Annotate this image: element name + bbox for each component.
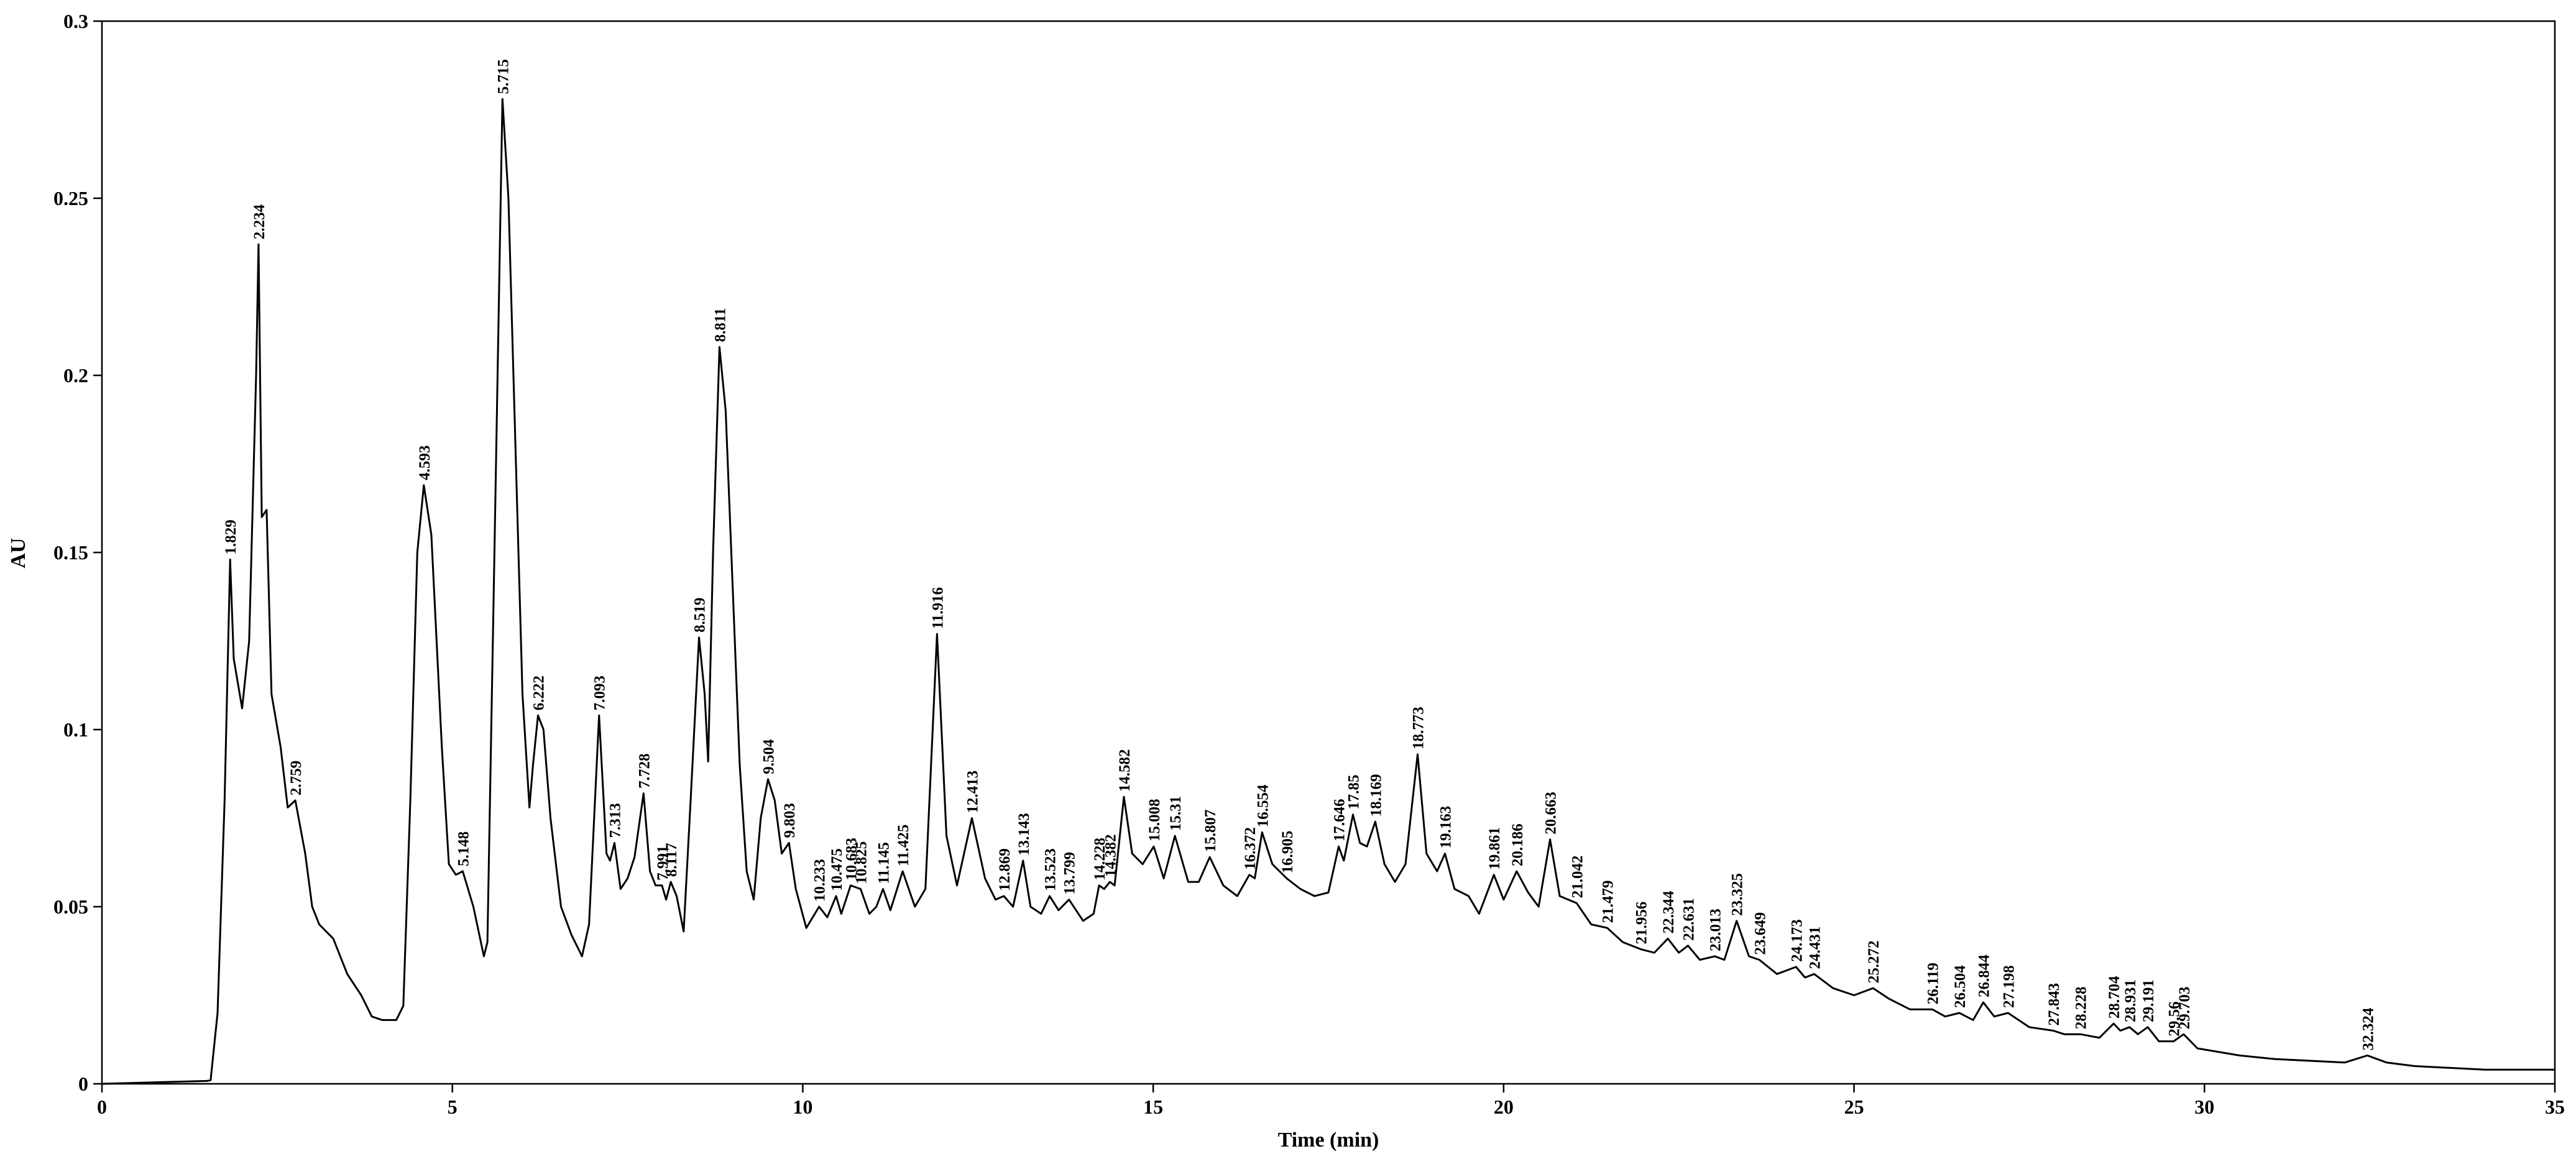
peak-label: 11.425 bbox=[895, 825, 912, 866]
peak-label: 27.843 bbox=[2046, 983, 2063, 1026]
peak-label: 29.703 bbox=[2176, 986, 2193, 1029]
x-tick-label: 25 bbox=[1844, 1096, 1864, 1118]
peak-label: 2.234 bbox=[251, 204, 268, 239]
peak-label: 16.905 bbox=[1279, 831, 1296, 874]
peak-label: 17.646 bbox=[1331, 799, 1348, 841]
peak-label: 9.803 bbox=[781, 803, 798, 838]
peak-label: 21.956 bbox=[1633, 902, 1650, 945]
peak-label: 7.728 bbox=[636, 753, 653, 788]
peak-label: 18.169 bbox=[1368, 774, 1384, 817]
peak-label: 10.825 bbox=[853, 841, 870, 884]
x-tick-label: 10 bbox=[793, 1096, 812, 1118]
peak-label: 12.869 bbox=[996, 848, 1013, 891]
peak-label: 1.829 bbox=[223, 520, 239, 554]
peak-label: 9.504 bbox=[761, 739, 778, 774]
peak-label: 16.554 bbox=[1254, 784, 1271, 827]
peak-label: 13.143 bbox=[1016, 813, 1033, 856]
peak-label: 18.773 bbox=[1410, 707, 1427, 749]
x-tick-label: 5 bbox=[448, 1096, 458, 1118]
peak-label: 24.173 bbox=[1788, 919, 1805, 962]
peak-label: 17.85 bbox=[1345, 775, 1362, 810]
peak-label: 26.844 bbox=[1976, 955, 1992, 997]
peak-label: 29.56 bbox=[2166, 1001, 2183, 1036]
peak-label: 5.715 bbox=[495, 59, 512, 94]
peak-label: 22.631 bbox=[1680, 898, 1697, 941]
x-tick-label: 20 bbox=[1494, 1096, 1514, 1118]
peak-label: 21.479 bbox=[1600, 880, 1617, 923]
peak-label: 11.145 bbox=[876, 842, 893, 884]
peak-label: 19.163 bbox=[1437, 806, 1454, 849]
y-tick-label: 0.3 bbox=[63, 10, 88, 32]
peak-label: 14.382 bbox=[1102, 834, 1119, 877]
peak-label: 13.523 bbox=[1042, 848, 1059, 891]
peak-label: 20.663 bbox=[1543, 792, 1560, 835]
peak-label: 32.324 bbox=[2360, 1007, 2376, 1050]
peak-label: 23.325 bbox=[1729, 873, 1746, 916]
peak-label: 27.198 bbox=[2000, 965, 2017, 1008]
peak-label: 14.582 bbox=[1116, 749, 1133, 792]
peak-label: 10.683 bbox=[843, 838, 860, 881]
peak-label: 23.013 bbox=[1708, 909, 1724, 951]
y-tick-label: 0.2 bbox=[63, 364, 88, 387]
peak-label: 15.008 bbox=[1146, 799, 1163, 841]
x-axis-label: Time (min) bbox=[1278, 1129, 1379, 1152]
y-tick-label: 0.05 bbox=[53, 896, 88, 918]
peak-label: 13.799 bbox=[1062, 852, 1079, 895]
peak-label: 7.093 bbox=[592, 676, 609, 710]
peak-label: 8.117 bbox=[663, 843, 680, 877]
peak-label: 10.233 bbox=[812, 859, 829, 902]
peak-label: 21.042 bbox=[1569, 856, 1586, 899]
x-tick-label: 35 bbox=[2545, 1096, 2565, 1118]
peak-label: 12.413 bbox=[964, 771, 981, 813]
peak-label: 11.916 bbox=[929, 587, 946, 629]
y-tick-label: 0.15 bbox=[53, 541, 88, 564]
peak-label: 19.861 bbox=[1486, 827, 1503, 870]
peak-label: 2.759 bbox=[288, 761, 305, 795]
peak-label: 28.228 bbox=[2073, 986, 2090, 1029]
peak-label: 16.372 bbox=[1242, 827, 1259, 870]
peak-label: 14.228 bbox=[1092, 838, 1108, 881]
trace bbox=[101, 98, 2555, 1085]
x-tick-label: 15 bbox=[1143, 1096, 1163, 1118]
peak-label: 28.931 bbox=[2122, 979, 2139, 1022]
peak-label: 23.649 bbox=[1752, 912, 1769, 955]
peak-label: 25.272 bbox=[1865, 940, 1882, 983]
plot-frame bbox=[101, 20, 2556, 1085]
peak-label: 7.313 bbox=[607, 803, 623, 838]
y-tick-label: 0.1 bbox=[63, 718, 88, 741]
peak-label: 20.186 bbox=[1509, 823, 1526, 866]
peak-label: 6.222 bbox=[530, 676, 547, 710]
peak-label: 5.148 bbox=[455, 831, 472, 866]
y-axis-label: AU bbox=[7, 538, 30, 568]
peak-label: 8.519 bbox=[691, 598, 708, 633]
peak-label: 26.504 bbox=[1952, 965, 1969, 1008]
peak-label: 15.31 bbox=[1167, 796, 1184, 831]
peak-label: 29.191 bbox=[2140, 979, 2157, 1022]
peak-label: 15.807 bbox=[1202, 809, 1219, 852]
peak-label: 24.431 bbox=[1806, 927, 1823, 969]
peak-label: 8.811 bbox=[712, 308, 729, 342]
x-tick-label: 0 bbox=[97, 1096, 107, 1118]
y-tick-label: 0 bbox=[78, 1073, 88, 1095]
y-tick-label: 0.25 bbox=[53, 187, 88, 209]
x-tick-label: 30 bbox=[2194, 1096, 2214, 1118]
peak-label: 4.593 bbox=[416, 445, 433, 480]
peak-label: 10.475 bbox=[829, 848, 845, 891]
peak-label: 26.119 bbox=[1925, 963, 1942, 1004]
peak-label: 7.991 bbox=[655, 846, 671, 881]
peak-label: 28.704 bbox=[2106, 976, 2123, 1019]
peak-label: 22.344 bbox=[1660, 891, 1677, 933]
